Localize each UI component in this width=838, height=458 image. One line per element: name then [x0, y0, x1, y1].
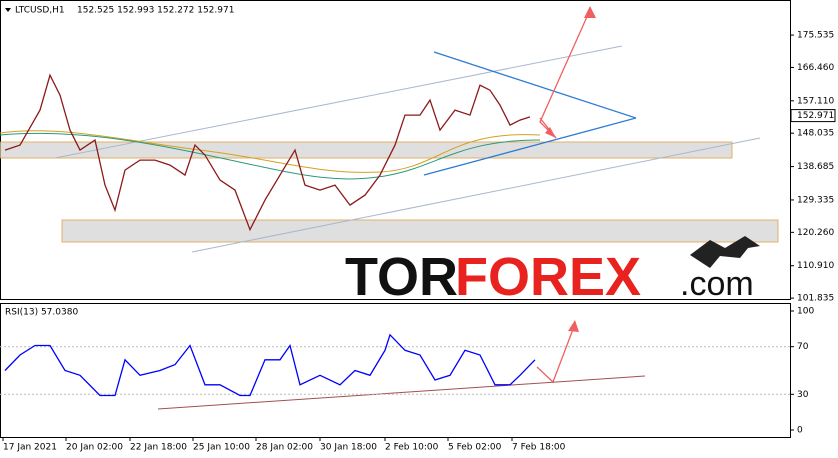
- time-label: 7 Feb 18:00: [512, 443, 566, 453]
- ma-slow: [0, 130, 541, 173]
- price-label: 157.110: [797, 96, 834, 106]
- rsi-label: RSI(13) 57.0380: [5, 308, 78, 318]
- dropdown[interactable]: [5, 8, 11, 12]
- bull-bear-icon: [690, 236, 760, 268]
- rsi-tick-label: 0: [797, 426, 803, 436]
- price-label: 101.835: [797, 294, 834, 304]
- last-price-box: [790, 109, 836, 123]
- rsi-tick-label: 100: [797, 307, 814, 317]
- price-label: 175.535: [797, 31, 834, 41]
- logo-com: .com: [680, 265, 754, 303]
- logo-forex: FOREX: [455, 247, 641, 307]
- time-label: 25 Jan 10:00: [193, 443, 250, 453]
- time-label: 2 Feb 10:00: [385, 443, 439, 453]
- ma-fast: [0, 132, 541, 180]
- triangle-bottom: [423, 117, 637, 176]
- price-label: 148.035: [797, 129, 834, 139]
- time-label: 30 Jan 18:00: [320, 443, 377, 453]
- time-label: 17 Jan 2021: [3, 443, 57, 453]
- triangle-top: [433, 51, 637, 119]
- channel-top: [54, 45, 623, 159]
- rsi-tick-label: 70: [797, 342, 809, 352]
- symbol: LTCUSD,H1: [15, 6, 65, 16]
- time-label: 20 Jan 02:00: [66, 443, 123, 453]
- arrow-head: [545, 127, 556, 138]
- arrow-head: [568, 320, 579, 332]
- logo-tor: TOR: [345, 247, 458, 307]
- rsi-trendline: [157, 375, 646, 410]
- price-line: [4, 73, 531, 232]
- price-label: 110.910: [797, 261, 834, 271]
- time-label: 22 Jan 18:00: [130, 443, 187, 453]
- arrow-head: [584, 6, 596, 18]
- price-label: 129.335: [797, 195, 834, 205]
- rsi-tick-label: 30: [797, 390, 809, 400]
- last-price: 152.971: [797, 111, 834, 121]
- channel-bottom: [191, 137, 761, 253]
- ohlc: 152.525 152.993 152.272 152.971: [77, 6, 234, 16]
- time-label: 5 Feb 02:00: [448, 443, 502, 453]
- rsi-line: [4, 333, 536, 397]
- price-label: 120.260: [797, 228, 834, 238]
- price-label: 138.685: [797, 162, 834, 172]
- price-label: 166.460: [797, 63, 834, 73]
- time-label: 28 Jan 02:00: [256, 443, 313, 453]
- resistance-zone: [0, 141, 733, 159]
- support-zone: [61, 219, 779, 243]
- rsi-panel: [0, 303, 791, 438]
